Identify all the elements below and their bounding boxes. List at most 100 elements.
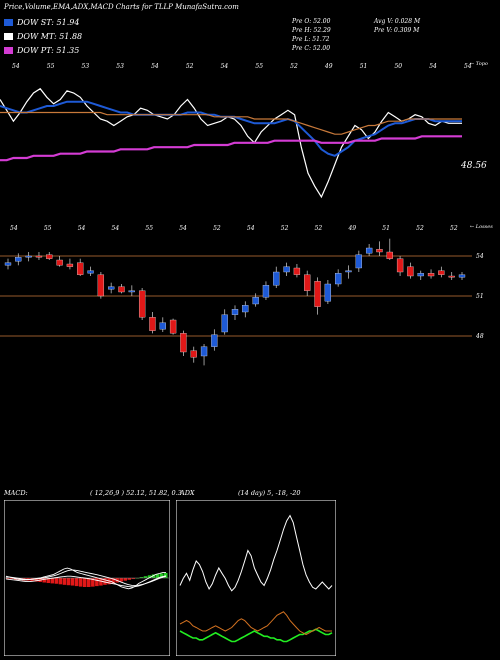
- macd-histogram-bar: [50, 578, 55, 584]
- price-top-right-label: ← Losses: [470, 224, 493, 230]
- price-tick-label: 52: [213, 225, 221, 232]
- ema-tick-label: 54: [12, 63, 20, 70]
- price-tick-label: 54: [112, 225, 120, 232]
- macd-histogram-bar: [62, 578, 67, 585]
- stat-low: Pre L: 51.72: [292, 36, 330, 43]
- candle-body: [128, 290, 135, 293]
- price-tick-label: 52: [315, 225, 323, 232]
- macd-histogram-bar: [159, 573, 164, 578]
- macd-histogram-bar: [95, 578, 99, 587]
- macd-histogram-bar: [54, 578, 59, 584]
- macd-histogram-bar: [147, 575, 152, 578]
- macd-histogram-bar: [34, 578, 38, 582]
- ema-series-line: [0, 87, 462, 199]
- candle-body: [77, 262, 84, 275]
- price-tick-label: 55: [145, 225, 153, 232]
- macd-series-line: [5, 575, 167, 588]
- candle-body: [118, 286, 125, 293]
- macd-params: ( 12,26,9 ) 52.12, 51.82, 0.3: [90, 489, 182, 497]
- ema-tick-label: 50: [394, 63, 402, 70]
- macd-histogram-bar: [99, 578, 103, 586]
- price-tick-label: 54: [10, 225, 18, 232]
- ema-tick-label: 54: [464, 63, 472, 70]
- macd-histogram-bar: [42, 578, 46, 583]
- legend-label-pt: DOW PT: 51.35: [17, 46, 80, 55]
- macd-histogram-bar: [143, 576, 148, 578]
- stat-avg-volume: Avg V: 0.028 M: [374, 18, 421, 25]
- candle-body: [386, 251, 393, 259]
- chart-title: Price,Volume,EMA,ADX,MACD Charts for TLL…: [4, 3, 239, 11]
- macd-histogram-bar: [139, 577, 144, 578]
- candle-body: [4, 262, 12, 266]
- ema-tick-label: 55: [47, 63, 55, 70]
- macd-histogram-bar: [82, 578, 87, 587]
- candle-body: [376, 249, 383, 253]
- candle-body: [407, 266, 414, 277]
- stat-high: Pre H: 52.29: [292, 27, 331, 34]
- macd-histogram-bar: [103, 578, 107, 585]
- ema-tick-label: 54: [151, 63, 159, 70]
- candle-body: [200, 346, 208, 357]
- ema-series-line: [0, 111, 462, 135]
- price-tick-label: 52: [281, 225, 289, 232]
- macd-histogram-bar: [151, 574, 156, 578]
- macd-histogram-bar: [111, 578, 115, 584]
- candle-body: [335, 273, 342, 285]
- ema-tick-label: 52: [186, 63, 194, 70]
- macd-histogram-bar: [127, 578, 132, 580]
- ema-tick-label: 55: [255, 63, 263, 70]
- candle-body: [283, 266, 290, 273]
- ema-tick-label: 53: [82, 63, 90, 70]
- adx-params: (14 day) 5, -18, -20: [238, 489, 301, 497]
- candle-body: [345, 270, 352, 273]
- candle-body: [169, 319, 177, 334]
- candle-body: [35, 255, 43, 258]
- candle-body: [87, 270, 94, 274]
- price-tick-label: 54: [247, 225, 255, 232]
- candle-body: [314, 281, 321, 307]
- adx-chart: [176, 500, 336, 656]
- candle-body: [427, 273, 435, 277]
- candle-body: [355, 254, 362, 269]
- price-tick-label: 49: [347, 225, 356, 232]
- macd-histogram-bar: [155, 574, 160, 578]
- stat-close: Pre C: 52.00: [292, 45, 331, 52]
- candle-body: [304, 274, 311, 291]
- candle-body: [448, 275, 455, 278]
- ema-tick-label: 49: [324, 63, 333, 70]
- macd-histogram-bar: [74, 578, 79, 587]
- candle-body: [273, 271, 280, 286]
- ema-series-line: [0, 100, 462, 157]
- candle-body: [180, 333, 187, 353]
- stat-open: Pre O: 52.00: [292, 18, 331, 25]
- candle-body: [396, 258, 404, 273]
- macd-histogram-bar: [119, 578, 123, 582]
- legend-swatch-st: [4, 19, 13, 26]
- price-axis-label: 48: [475, 333, 484, 340]
- price-axis-label: 54: [476, 253, 484, 260]
- legend-dow-st: DOW ST: 51.94: [4, 17, 79, 28]
- candle-body: [365, 247, 373, 254]
- ema-tick-label: 53: [116, 63, 124, 70]
- legend-dow-mt: DOW MT: 51.88: [4, 31, 82, 42]
- candle-body: [97, 274, 105, 297]
- price-tick-label: 54: [179, 225, 187, 232]
- price-tick-label: 52: [450, 225, 458, 232]
- macd-histogram-bar: [131, 578, 136, 579]
- adx-series-line: [179, 611, 332, 636]
- candle-body: [190, 350, 197, 358]
- adx-series-line: [179, 514, 333, 592]
- macd-chart: [4, 500, 170, 656]
- adx-series-line: [179, 628, 333, 643]
- candle-body: [211, 334, 218, 347]
- candle-body: [242, 305, 249, 313]
- price-tick-label: 52: [416, 225, 424, 232]
- ema-tick-label: 51: [360, 63, 368, 70]
- macd-series-line: [6, 569, 167, 587]
- candle-body: [293, 267, 301, 275]
- candle-body: [56, 259, 63, 266]
- price-axis-label: 51: [476, 293, 484, 300]
- legend-swatch-pt: [4, 47, 13, 54]
- macd-histogram-bar: [87, 578, 91, 587]
